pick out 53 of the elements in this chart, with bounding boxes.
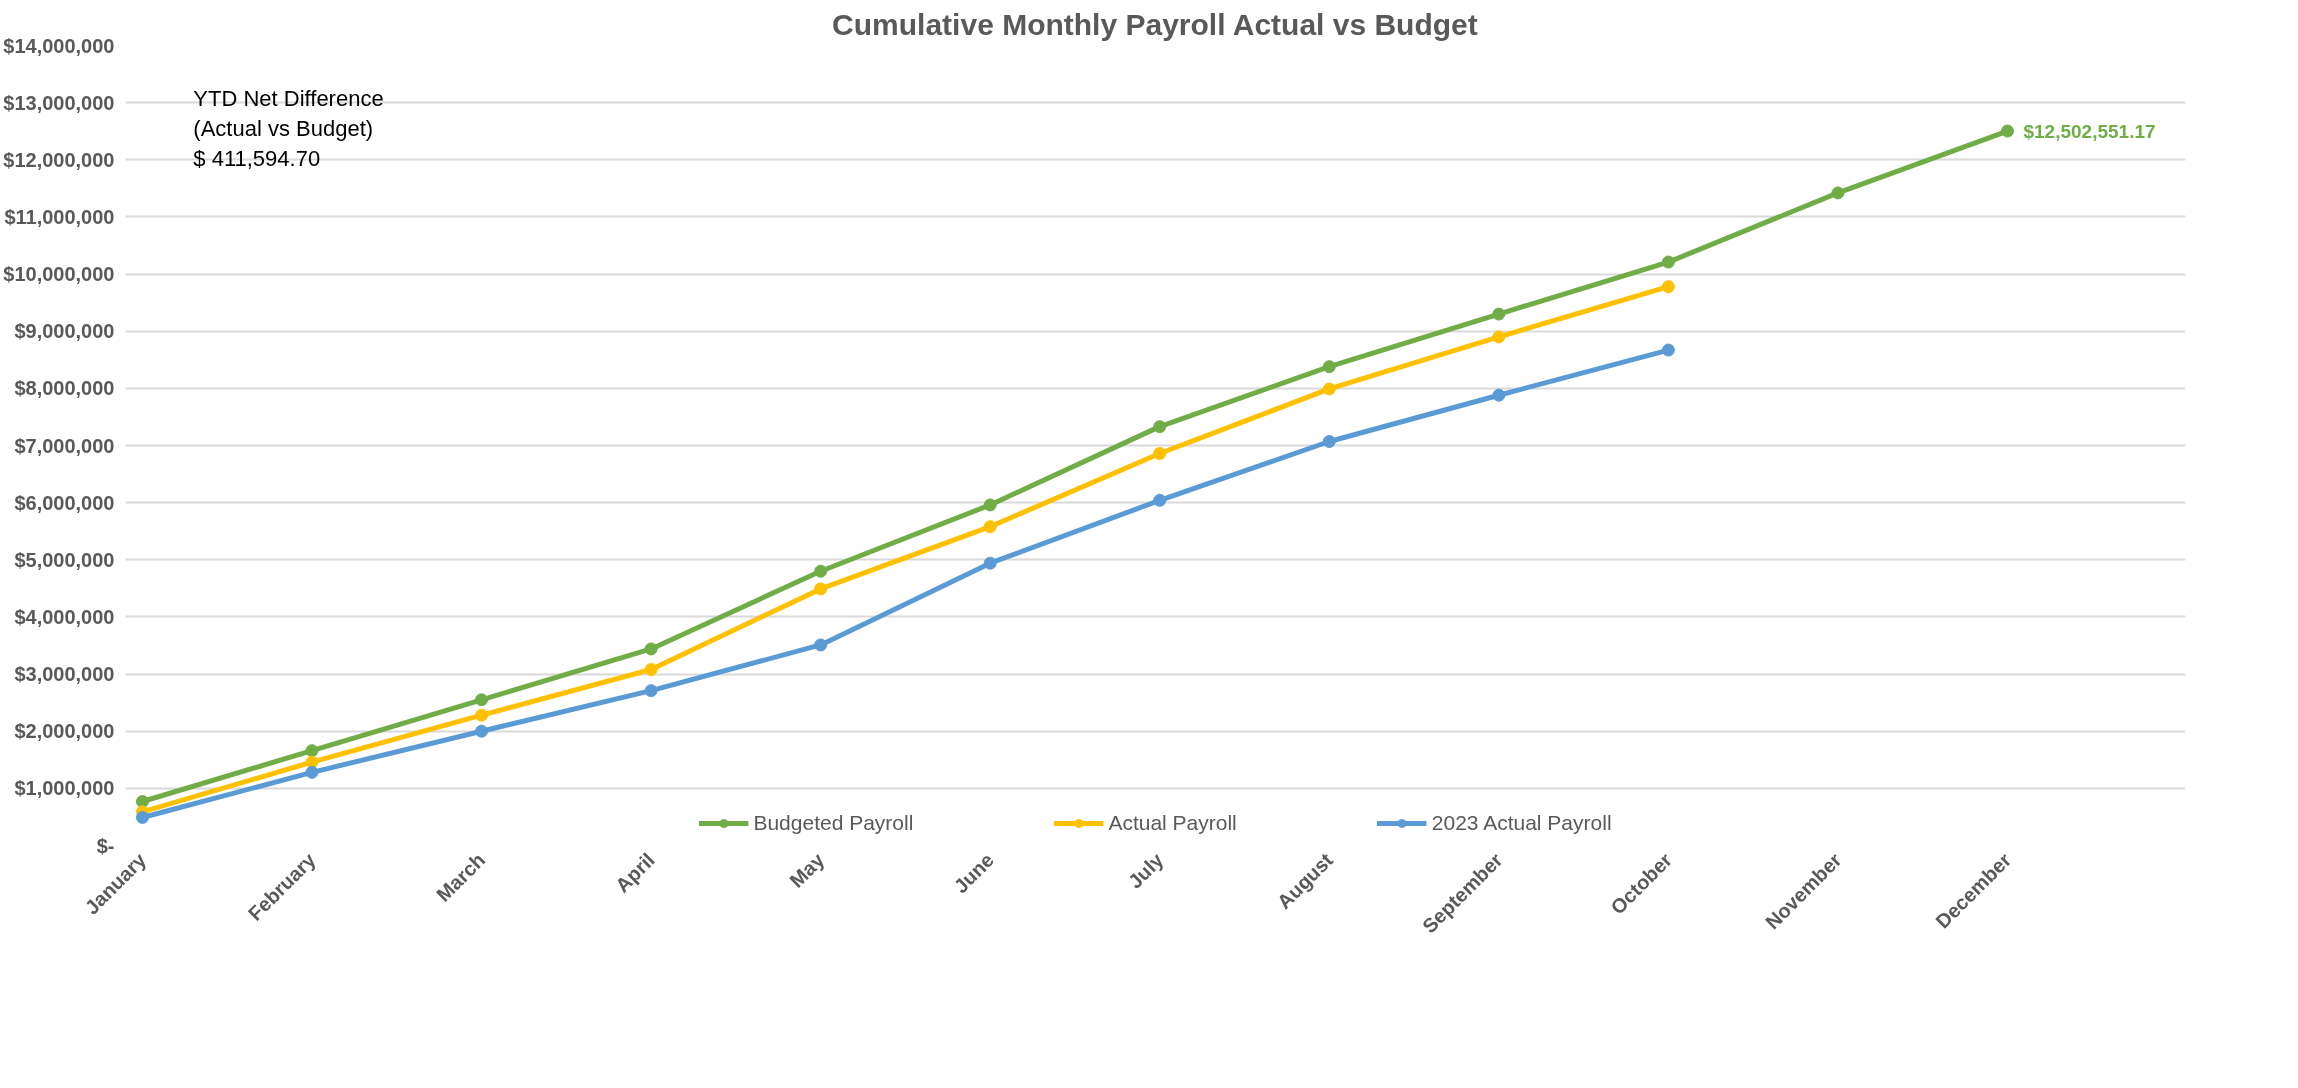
point <box>1831 186 1845 200</box>
point <box>814 638 828 652</box>
point <box>1492 388 1506 402</box>
legend-label: Actual Payroll <box>1108 811 1237 835</box>
point <box>305 744 319 758</box>
y-tick-label: $14,000,000 <box>3 34 115 57</box>
y-tick-label: $6,000,000 <box>14 491 115 514</box>
y-tick-label: $2,000,000 <box>14 720 115 743</box>
y-tick-label: $13,000,000 <box>3 91 115 114</box>
y-tick-label: $11,000,000 <box>4 205 115 228</box>
y-tick-label: $4,000,000 <box>14 605 115 628</box>
point <box>1153 447 1167 460</box>
y-tick-label: $12,000,000 <box>3 148 115 171</box>
point <box>475 724 489 738</box>
point <box>135 795 149 808</box>
chart-title: Cumulative Monthly Payroll Actual vs Budget <box>832 7 1478 41</box>
point <box>475 693 489 707</box>
y-tick-label: $1,000,000 <box>14 777 115 800</box>
point <box>1153 420 1167 434</box>
y-tick-label: $7,000,000 <box>14 434 115 457</box>
point <box>1153 493 1167 507</box>
point <box>983 556 997 570</box>
point <box>983 520 997 534</box>
annotation: YTD Net Difference (Actual vs Budget) $ 411,594.70 <box>193 85 384 171</box>
x-tick-label: May <box>785 848 830 892</box>
point <box>1661 255 1675 269</box>
point <box>475 708 489 722</box>
point <box>1661 343 1675 357</box>
y-tick-label: $8,000,000 <box>14 377 115 400</box>
point <box>1492 307 1506 321</box>
point <box>2000 124 2014 138</box>
point <box>1661 280 1675 294</box>
y-tick-label: $3,000,000 <box>14 663 115 686</box>
point <box>983 498 997 512</box>
legend-label: 2023 Actual Payroll <box>1431 811 1612 835</box>
data-label: $12,502,551.17 <box>2023 120 2156 142</box>
y-tick-label: $5,000,000 <box>14 548 115 571</box>
point <box>1322 382 1336 396</box>
point <box>1322 435 1336 448</box>
point <box>135 811 149 824</box>
point <box>644 663 658 676</box>
point <box>644 684 658 698</box>
legend-label: Budgeted Payroll <box>753 811 914 835</box>
y-tick-label: $- <box>96 834 115 857</box>
y-tick-label: $9,000,000 <box>14 320 115 343</box>
point <box>305 765 319 779</box>
y-tick-label: $10,000,000 <box>3 263 115 286</box>
point <box>814 564 828 578</box>
point <box>644 642 658 656</box>
x-tick-label: July <box>1123 848 1169 893</box>
point <box>814 582 828 596</box>
point <box>1492 330 1506 344</box>
point <box>1322 360 1336 374</box>
